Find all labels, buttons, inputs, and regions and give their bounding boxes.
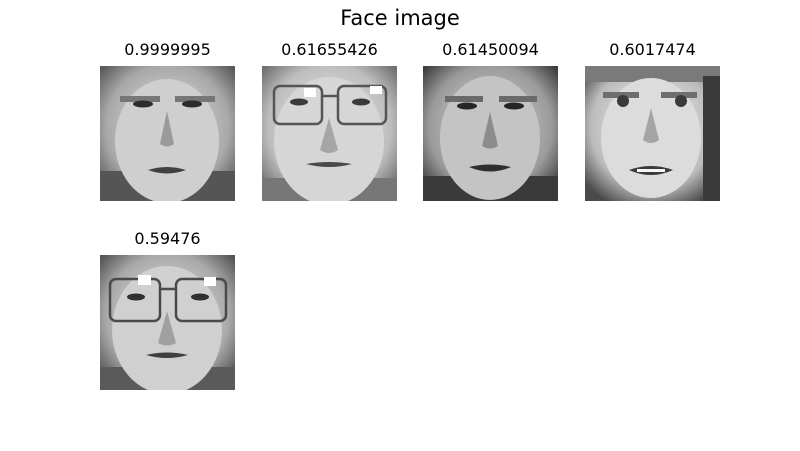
similarity-score: 0.9999995	[124, 40, 211, 59]
similarity-score: 0.59476	[134, 229, 201, 248]
similarity-score: 0.6017474	[609, 40, 696, 59]
face-image	[262, 66, 397, 201]
figure-title: Face image	[340, 6, 460, 30]
similarity-score: 0.61655426	[281, 40, 378, 59]
similarity-score: 0.61450094	[442, 40, 539, 59]
face-image	[585, 66, 720, 201]
face-image	[100, 66, 235, 201]
face-image	[423, 66, 558, 201]
face-image	[100, 255, 235, 390]
